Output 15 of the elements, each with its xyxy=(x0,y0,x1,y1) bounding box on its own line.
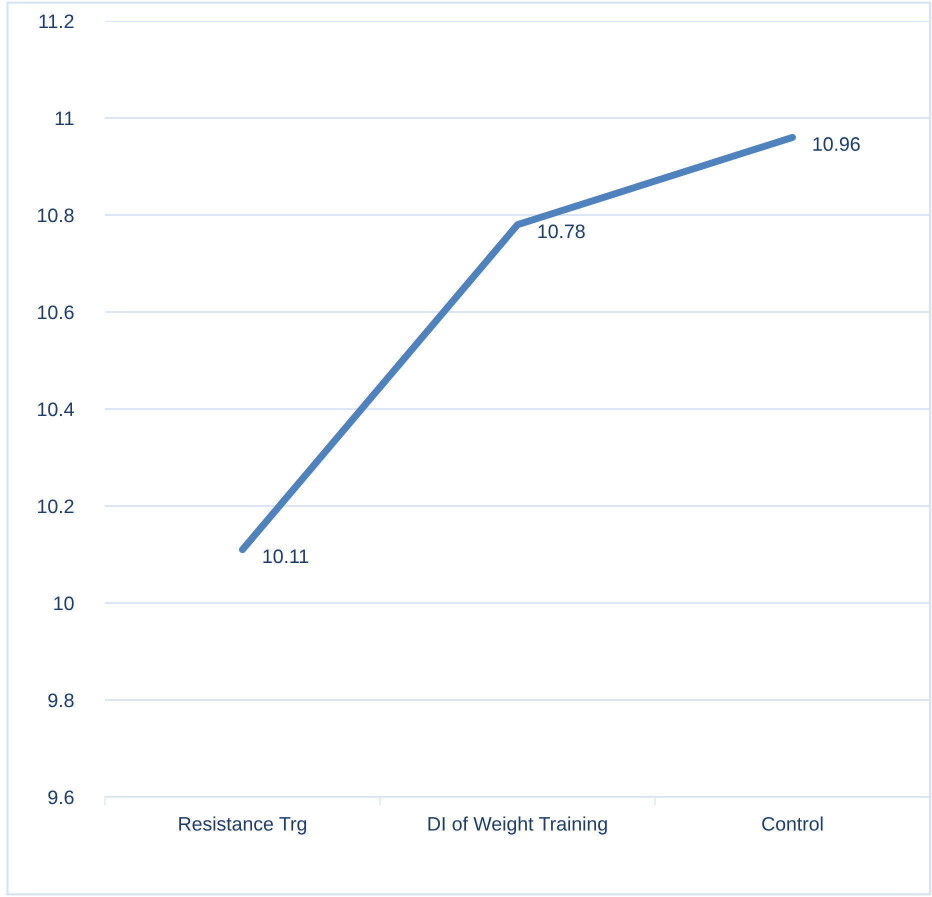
x-tick-label: DI of Weight Training xyxy=(428,816,607,835)
y-tick-label: 10 xyxy=(54,596,74,610)
y-tick-label: 10.8 xyxy=(38,208,74,222)
y-tick-label: 10.4 xyxy=(38,402,74,416)
y-tick-label: 9.8 xyxy=(48,693,74,708)
y-tick-label: 11.2 xyxy=(40,14,74,28)
y-tick-label: 10.2 xyxy=(38,499,74,514)
y-tick-label: 10.6 xyxy=(38,305,74,320)
data-label: 10.78 xyxy=(538,224,585,238)
y-tick-label: 9.6 xyxy=(48,790,74,804)
x-tick-label: Control xyxy=(762,816,823,831)
data-label: 10.11 xyxy=(263,549,308,564)
data-label: 10.96 xyxy=(813,137,860,151)
x-tick-label: Resistance Trg xyxy=(179,816,306,835)
y-tick-label: 11 xyxy=(56,112,74,126)
